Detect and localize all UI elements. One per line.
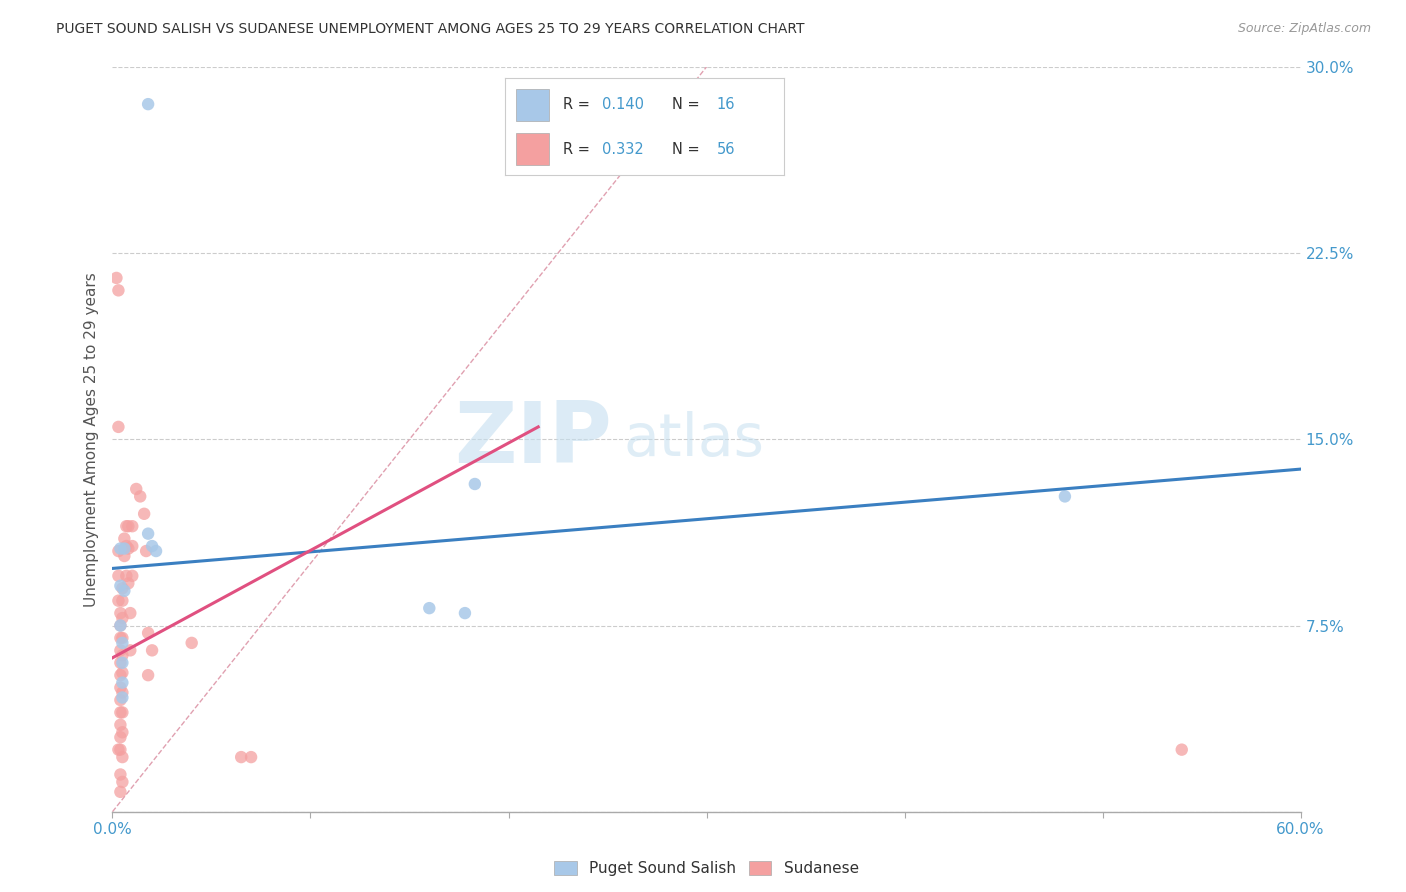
Point [112,549,135,563]
Point [136,626,159,640]
Point [110,742,132,756]
Legend: Puget Sound Salish, Sudanese: Puget Sound Salish, Sudanese [548,855,865,882]
Point [115,539,138,553]
Point [107,420,129,434]
Point [231,750,253,764]
Point [418,601,440,615]
Text: atlas: atlas [623,411,765,467]
Point [141,539,163,553]
Point [1053,490,1076,504]
Point [111,665,134,680]
Point [111,636,134,650]
Text: ZIP: ZIP [454,398,612,481]
Point [110,579,132,593]
Point [117,541,139,556]
Point [111,648,134,663]
Text: Source: ZipAtlas.com: Source: ZipAtlas.com [1237,22,1371,36]
Point [107,284,129,298]
Point [129,490,152,504]
Point [110,606,132,620]
Point [111,706,134,720]
Point [110,693,132,707]
Point [107,569,129,583]
Point [121,519,143,533]
Point [111,725,134,739]
Point [105,271,128,285]
Point [111,690,134,705]
Point [110,631,132,645]
Point [145,544,167,558]
Point [464,477,486,491]
Point [121,569,143,583]
Point [134,507,156,521]
Point [110,656,132,670]
Point [1170,742,1192,756]
Point [110,718,132,732]
Point [136,668,159,682]
Point [115,519,138,533]
Y-axis label: Unemployment Among Ages 25 to 29 years: Unemployment Among Ages 25 to 29 years [84,272,100,607]
Point [110,767,132,781]
Point [110,681,132,695]
Point [110,785,132,799]
Point [117,576,139,591]
Point [111,611,134,625]
Point [111,775,134,789]
Text: PUGET SOUND SALISH VS SUDANESE UNEMPLOYMENT AMONG AGES 25 TO 29 YEARS CORRELATIO: PUGET SOUND SALISH VS SUDANESE UNEMPLOYM… [56,22,804,37]
Point [121,539,143,553]
Point [120,606,142,620]
Point [110,643,132,657]
Point [120,643,142,657]
Point [111,750,134,764]
Point [180,636,202,650]
Point [117,519,139,533]
Point [141,643,163,657]
Point [107,544,129,558]
Point [110,618,132,632]
Point [110,706,132,720]
Point [110,730,132,744]
Point [111,685,134,699]
Point [110,541,132,556]
Point [112,583,135,598]
Point [125,482,148,496]
Point [111,631,134,645]
Point [135,544,157,558]
Point [111,582,134,596]
Point [107,742,129,756]
Point [112,532,135,546]
Point [111,675,134,690]
Point [111,593,134,607]
Point [107,593,129,607]
Point [136,526,159,541]
Point [136,97,159,112]
Point [454,606,477,620]
Point [110,618,132,632]
Point [111,656,134,670]
Point [115,569,138,583]
Point [110,668,132,682]
Point [240,750,263,764]
Point [112,541,135,556]
